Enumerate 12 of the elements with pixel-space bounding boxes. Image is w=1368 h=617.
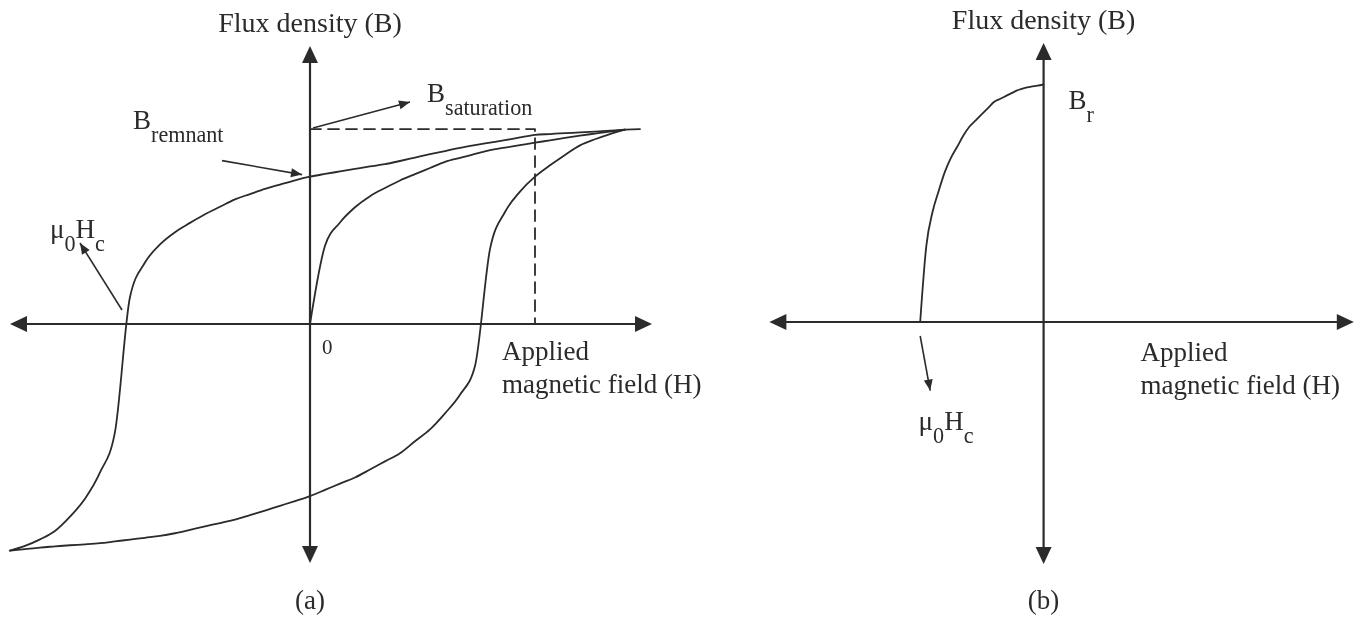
annotation: μ$_{0}$H$_{c}$ bbox=[50, 214, 106, 256]
text: (a) bbox=[295, 585, 325, 615]
annotation: B$_{r}$ bbox=[1068, 85, 1095, 127]
text: (b) bbox=[1027, 585, 1060, 615]
y-axis-title: Flux density (B) bbox=[218, 7, 402, 38]
annotation: B$_{saturation}$ bbox=[427, 78, 533, 120]
x-axis-title: Applied magnetic field (H) bbox=[1140, 337, 1341, 400]
y-axis-title: Flux density (B) bbox=[951, 4, 1136, 35]
annotation: B$_{remnant}$ bbox=[133, 104, 225, 147]
annotation: 0 bbox=[322, 335, 333, 359]
x-axis-title: Applied magnetic field (H) bbox=[502, 336, 702, 399]
text: μ$_{0}$H$_{c}$ bbox=[918, 405, 974, 448]
